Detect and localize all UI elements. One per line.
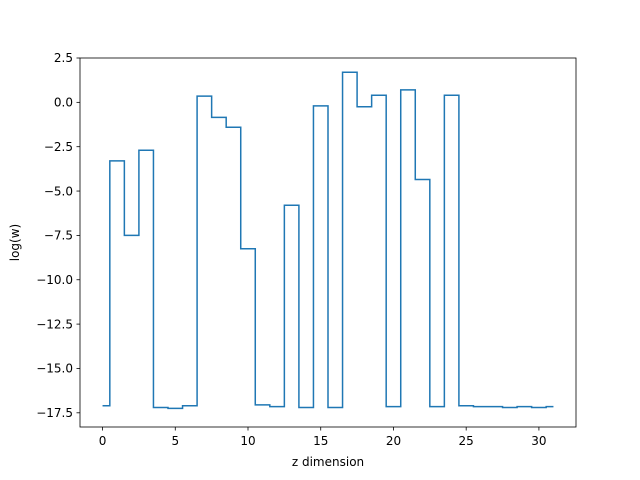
x-tick-label: 5	[171, 434, 179, 448]
ticks: 0 5 10 15 20 25 30 2.5 0.0 −2.5 −5.0 −7.5 −10.0 −12.5…	[36, 51, 546, 448]
series-line-0	[102, 71, 554, 410]
y-tick-label: −10.0	[36, 273, 73, 287]
y-tick-label: −7.5	[44, 229, 73, 243]
y-tick-label: −17.5	[36, 406, 73, 420]
y-tick-label: 0.0	[54, 96, 73, 110]
x-tick-label: 25	[459, 434, 474, 448]
y-tick-label: −2.5	[44, 140, 73, 154]
axes-frame	[79, 57, 577, 428]
plot-area	[79, 57, 577, 428]
x-tick-label: 15	[313, 434, 328, 448]
x-tick-label: 30	[531, 434, 546, 448]
x-tick-label: 0	[99, 434, 107, 448]
y-tick-label: −12.5	[36, 317, 73, 331]
y-tick-label: 2.5	[54, 51, 73, 65]
x-axis-label: z dimension	[292, 455, 364, 469]
y-tick-label: −5.0	[44, 184, 73, 198]
y-tick-label: −15.0	[36, 362, 73, 376]
x-tick-label: 10	[240, 434, 255, 448]
y-axis-label: log(w)	[8, 224, 22, 261]
x-tick-label: 20	[386, 434, 401, 448]
